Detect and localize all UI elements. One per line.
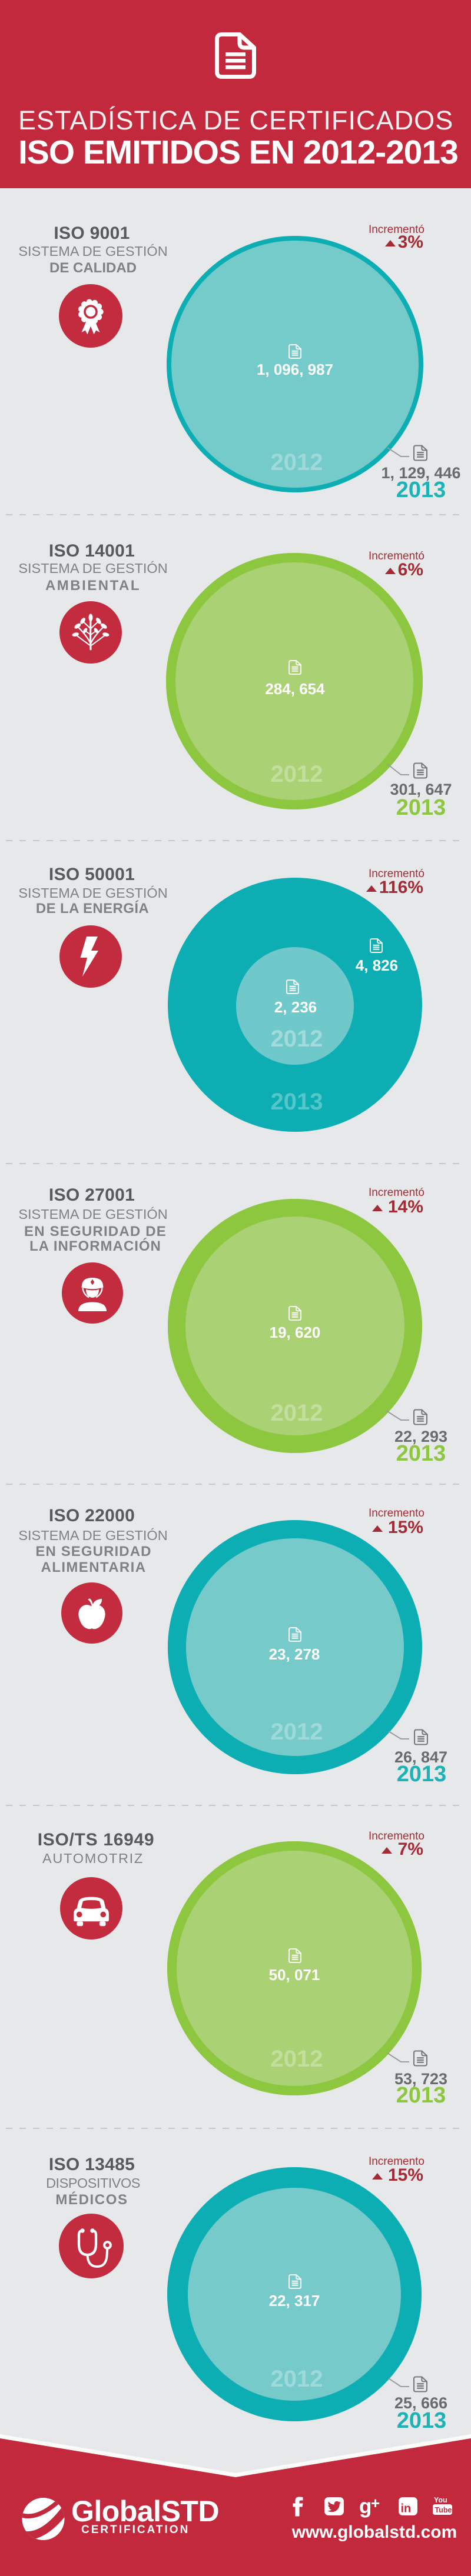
svg-text:+: +	[371, 2494, 380, 2512]
svg-text:in: in	[401, 2502, 412, 2515]
svg-text:Tube: Tube	[435, 2506, 452, 2514]
svg-text:g: g	[359, 2495, 372, 2518]
svg-text:You: You	[434, 2496, 447, 2504]
